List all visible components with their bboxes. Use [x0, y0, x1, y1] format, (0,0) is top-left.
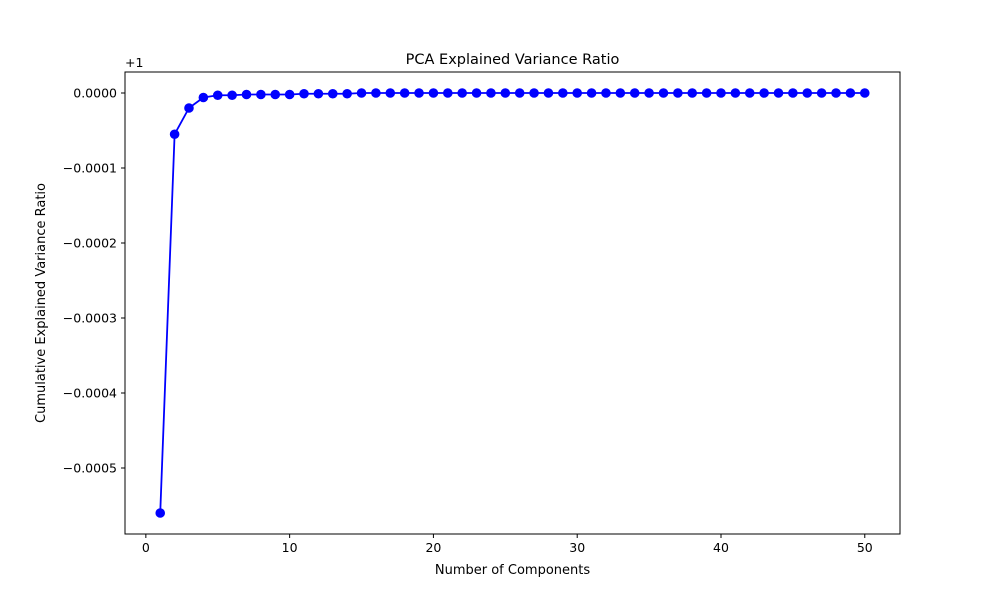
y-tick-label: −0.0005: [63, 461, 117, 476]
data-point: [716, 88, 726, 98]
y-tick-label: −0.0003: [63, 311, 117, 326]
plot-area: [155, 88, 870, 518]
data-point: [169, 129, 180, 140]
x-tick-label: 0: [142, 540, 150, 555]
axes-frame: [124, 71, 901, 535]
data-point: [227, 90, 237, 101]
data-point: [198, 92, 209, 103]
data-point: [471, 88, 482, 98]
data-point: [831, 88, 841, 98]
data-point: [788, 88, 798, 98]
data-point: [773, 88, 784, 98]
data-point: [687, 88, 698, 98]
data-point: [428, 88, 439, 98]
data-point: [284, 89, 295, 100]
data-point: [184, 103, 194, 113]
data-point: [371, 88, 381, 98]
y-axis: 0.0000 −0.0001 −0.0002 −0.0003 −0.0004 −0.000…: [63, 86, 125, 476]
data-point: [558, 88, 568, 98]
y-offset-label: +1: [125, 55, 143, 70]
data-point: [327, 88, 338, 99]
data-point: [572, 88, 583, 98]
data-point: [299, 88, 309, 99]
y-tick-label: 0.0000: [73, 86, 117, 101]
x-tick-label: 30: [569, 540, 585, 555]
data-point: [155, 508, 166, 518]
y-tick-label: −0.0002: [63, 236, 117, 251]
data-point: [701, 88, 712, 98]
data-point: [744, 88, 755, 98]
x-tick-label: 40: [713, 540, 729, 555]
data-point: [673, 88, 683, 98]
data-point: [385, 88, 396, 98]
data-point: [442, 88, 453, 98]
y-tick-label: −0.0001: [63, 161, 117, 176]
data-point: [212, 90, 223, 101]
data-point: [845, 88, 856, 98]
data-point: [644, 88, 654, 98]
data-point: [629, 88, 640, 98]
data-point: [270, 89, 281, 100]
data-point: [241, 89, 252, 100]
data-point: [457, 88, 467, 98]
data-point: [859, 88, 870, 98]
data-point: [658, 88, 669, 98]
data-point: [399, 88, 410, 98]
data-point: [414, 88, 424, 98]
data-point: [543, 88, 554, 98]
data-point: [256, 89, 266, 100]
x-axis-label: Number of Components: [435, 563, 590, 578]
data-point: [601, 88, 611, 98]
data-point: [615, 88, 626, 98]
x-tick-label: 50: [857, 540, 873, 555]
data-point: [816, 88, 827, 98]
data-point: [342, 88, 352, 99]
x-tick-label: 10: [282, 540, 298, 555]
x-tick-label: 20: [425, 540, 441, 555]
data-point: [586, 88, 597, 98]
data-point: [529, 88, 539, 98]
data-point: [356, 88, 367, 98]
chart-title: PCA Explained Variance Ratio: [406, 52, 620, 68]
data-point: [759, 88, 769, 98]
data-point: [500, 88, 511, 98]
y-tick-label: −0.0004: [63, 386, 117, 401]
data-point: [514, 88, 525, 98]
data-point: [802, 88, 813, 98]
y-axis-label: Cumulative Explained Variance Ratio: [34, 183, 49, 423]
data-point: [313, 88, 324, 99]
data-point: [730, 88, 741, 98]
data-point: [486, 88, 496, 98]
x-axis: 0 10 20 30 40 50: [142, 534, 873, 555]
